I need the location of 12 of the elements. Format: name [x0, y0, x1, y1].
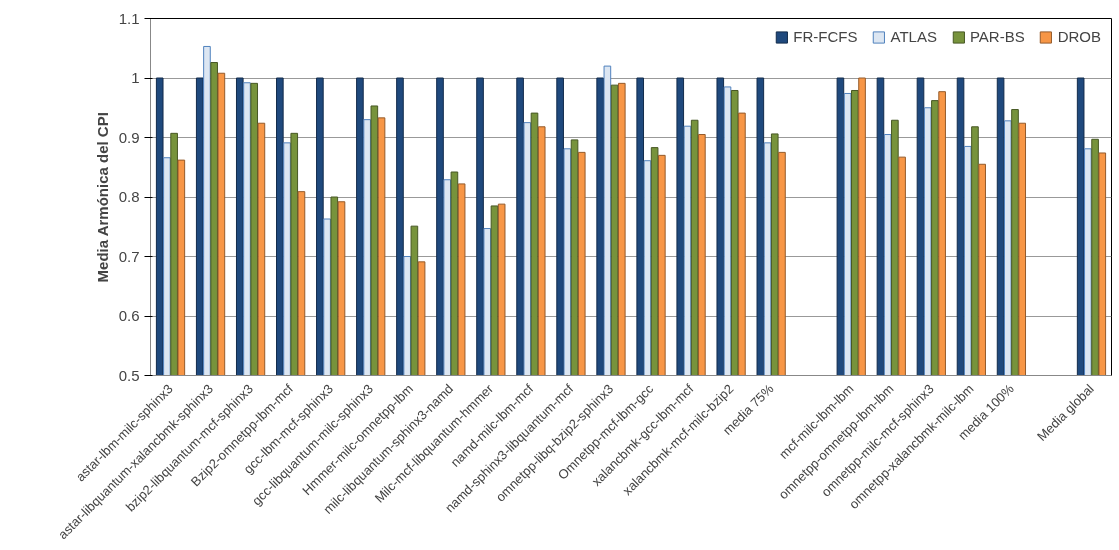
legend-label: FR-FCFS [793, 28, 858, 45]
y-tick-label: 1 [131, 69, 140, 86]
y-tick-label: 0.6 [118, 307, 140, 324]
legend-label: PAR-BS [969, 28, 1025, 45]
y-tick-label: 0.7 [118, 247, 140, 265]
legend-label: DROB [1057, 28, 1101, 45]
y-axis-title: Media Armónica del CPI [93, 112, 111, 283]
legend-label: ATLAS [890, 28, 937, 45]
y-tick-label: 1.1 [118, 9, 140, 27]
y-tick-label: 0.8 [118, 188, 140, 205]
y-tick-label: 0.9 [118, 128, 140, 146]
y-tick-label: 0.5 [118, 366, 140, 384]
